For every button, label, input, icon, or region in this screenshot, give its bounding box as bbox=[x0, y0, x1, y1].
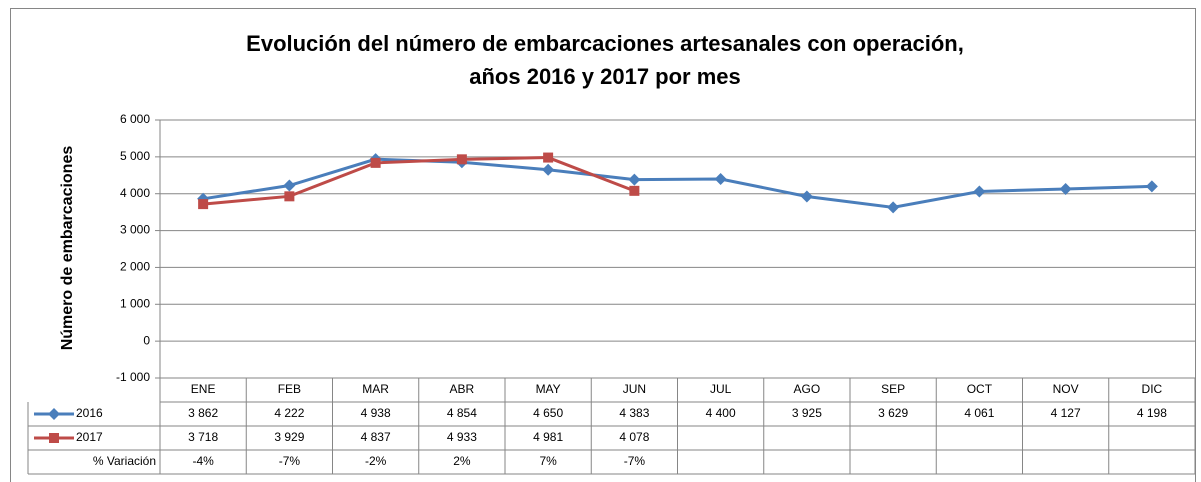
data-label: 3 929 bbox=[274, 430, 304, 444]
data-label: 3 925 bbox=[792, 406, 822, 420]
marker bbox=[1059, 183, 1072, 196]
y-tick-label: 4 000 bbox=[120, 186, 150, 200]
marker bbox=[49, 433, 59, 443]
variation-label: 7% bbox=[539, 454, 557, 468]
variation-label: -2% bbox=[365, 454, 387, 468]
marker bbox=[284, 191, 295, 202]
marker bbox=[629, 185, 640, 196]
x-tick-label: OCT bbox=[967, 382, 993, 396]
data-label: 3 862 bbox=[188, 406, 218, 420]
legend-label: 2016 bbox=[76, 406, 103, 420]
variation-label: -4% bbox=[192, 454, 214, 468]
data-label: 4 933 bbox=[447, 430, 477, 444]
chart-title: Evolución del número de embarcaciones ar… bbox=[246, 31, 964, 56]
data-label: 4 383 bbox=[619, 406, 649, 420]
x-tick-label: DIC bbox=[1142, 382, 1163, 396]
line bbox=[202, 157, 1152, 209]
marker bbox=[198, 199, 209, 210]
marker bbox=[628, 173, 641, 186]
y-tick-label: 1 000 bbox=[120, 296, 150, 310]
x-tick-label: ABR bbox=[450, 382, 475, 396]
x-tick-label: MAR bbox=[362, 382, 389, 396]
legend-label: 2017 bbox=[76, 430, 103, 444]
x-tick-label: MAY bbox=[536, 382, 561, 396]
y-tick-label: 2 000 bbox=[120, 260, 150, 274]
data-label: 4 127 bbox=[1051, 406, 1081, 420]
marker bbox=[543, 152, 554, 163]
line bbox=[202, 156, 635, 206]
chart-frame bbox=[10, 8, 1196, 482]
variation-label: 2% bbox=[453, 454, 471, 468]
marker bbox=[714, 172, 727, 185]
marker bbox=[542, 163, 555, 176]
x-tick-label: NOV bbox=[1053, 382, 1079, 396]
data-label: 4 650 bbox=[533, 406, 563, 420]
x-tick-label: FEB bbox=[278, 382, 301, 396]
data-label: 4 837 bbox=[361, 430, 391, 444]
data-label: 4 981 bbox=[533, 430, 563, 444]
row-label: % Variación bbox=[93, 454, 156, 468]
data-label: 4 400 bbox=[706, 406, 736, 420]
marker bbox=[887, 201, 900, 214]
data-label: 4 078 bbox=[619, 430, 649, 444]
marker bbox=[456, 154, 467, 165]
x-tick-label: JUN bbox=[623, 382, 646, 396]
y-tick-label: -1 000 bbox=[116, 370, 150, 384]
x-tick-label: ENE bbox=[191, 382, 216, 396]
y-tick-label: 3 000 bbox=[120, 223, 150, 237]
x-tick-label: SEP bbox=[881, 382, 905, 396]
y-tick-label: 0 bbox=[143, 333, 150, 347]
marker bbox=[370, 157, 381, 168]
data-label: 4 854 bbox=[447, 406, 477, 420]
y-tick-label: 5 000 bbox=[120, 149, 150, 163]
data-label: 3 718 bbox=[188, 430, 218, 444]
data-label: 4 938 bbox=[361, 406, 391, 420]
data-label: 4 198 bbox=[1137, 406, 1167, 420]
variation-label: -7% bbox=[624, 454, 646, 468]
variation-label: -7% bbox=[279, 454, 301, 468]
data-label: 4 061 bbox=[964, 406, 994, 420]
marker bbox=[1145, 180, 1158, 193]
marker bbox=[800, 190, 813, 203]
data-label: 3 629 bbox=[878, 406, 908, 420]
marker bbox=[283, 179, 296, 192]
x-tick-label: JUL bbox=[710, 382, 732, 396]
data-label: 4 222 bbox=[274, 406, 304, 420]
y-tick-label: 6 000 bbox=[120, 112, 150, 126]
x-tick-label: AGO bbox=[794, 382, 821, 396]
y-axis-label: Número de embarcaciones bbox=[59, 146, 76, 351]
marker bbox=[973, 185, 986, 198]
chart-subtitle: años 2016 y 2017 por mes bbox=[469, 64, 741, 89]
marker bbox=[48, 408, 60, 420]
